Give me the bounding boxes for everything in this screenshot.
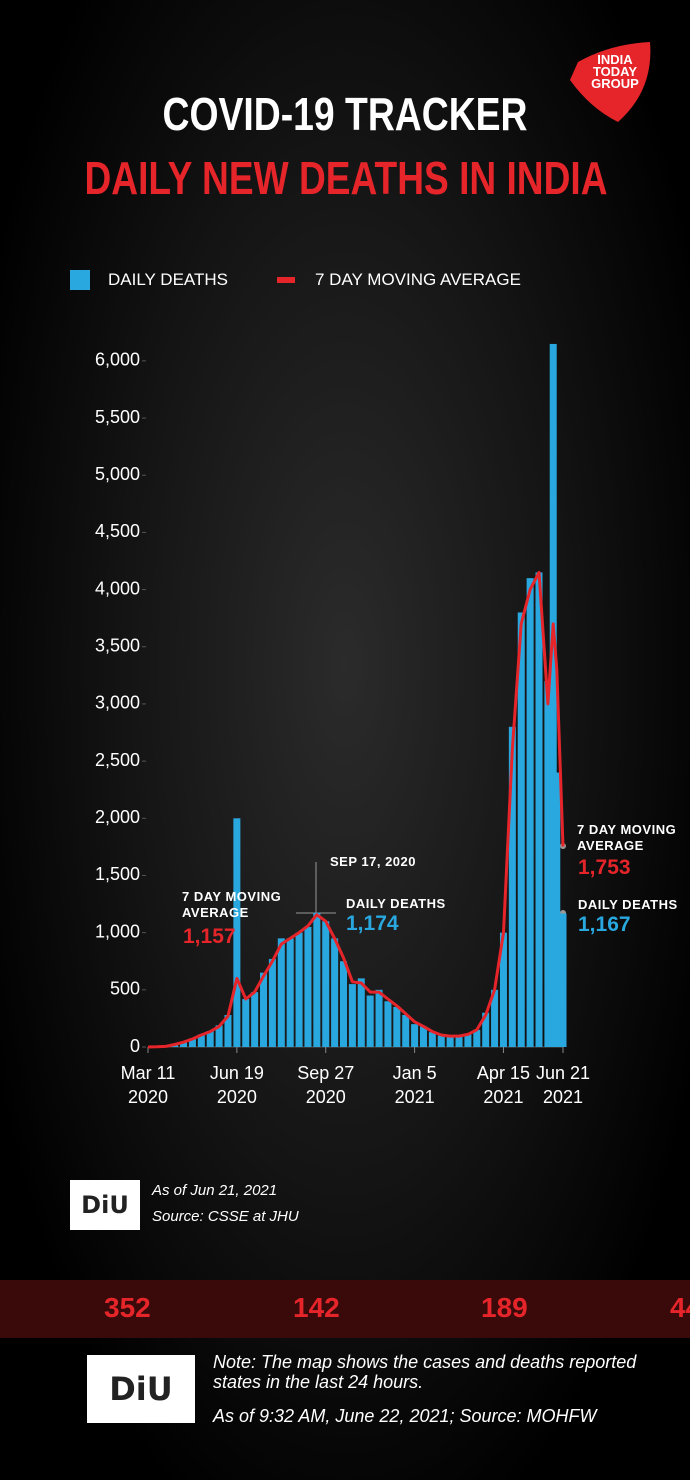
bar <box>197 1034 205 1047</box>
bar <box>526 578 534 1047</box>
note: Note: The map shows the cases and deaths… <box>213 1352 637 1392</box>
bar <box>419 1026 427 1047</box>
bar <box>535 572 543 1047</box>
bar <box>242 998 250 1047</box>
bar <box>251 992 259 1047</box>
x-tick-label: Jan 5 2021 <box>392 1063 437 1107</box>
logo-shape <box>570 42 651 122</box>
bar <box>428 1032 436 1047</box>
y-tick-label: 2,500 <box>95 750 140 770</box>
bar <box>411 1024 419 1047</box>
bar <box>473 1029 481 1047</box>
bar <box>491 989 499 1047</box>
footer-source: Source: CSSE at JHU <box>152 1208 299 1225</box>
annotation-value: 1,174 <box>346 912 399 935</box>
y-tick-label: 4,000 <box>95 578 140 598</box>
y-tick-label: 0 <box>130 1036 140 1056</box>
bar <box>437 1035 445 1047</box>
annotation: 7 DAY MOVING AVERAGE <box>182 889 282 920</box>
annotation-value: 1,753 <box>578 856 631 879</box>
bar <box>304 926 312 1047</box>
bar <box>517 612 525 1047</box>
bar <box>357 978 365 1047</box>
legend-label: DAILY DEATHS <box>108 270 228 289</box>
x-tick-label: Apr 15 2021 <box>476 1063 530 1107</box>
bar <box>206 1030 214 1047</box>
bar <box>340 961 348 1047</box>
bar <box>233 818 241 1047</box>
subtitle: DAILY NEW DEATHS IN INDIA <box>85 152 608 204</box>
strip-number: 44 <box>670 1292 690 1323</box>
y-tick-label: 1,500 <box>95 864 140 884</box>
y-tick-label: 6,000 <box>95 350 140 370</box>
legend-swatch-line <box>277 277 295 283</box>
footer-logo: DiU <box>70 1180 140 1230</box>
bottom-strip <box>0 1280 690 1338</box>
legend-swatch-bar <box>70 270 90 290</box>
logo-text: INDIA TODAY GROUP <box>591 52 639 91</box>
bar <box>375 989 383 1047</box>
bar <box>544 681 552 1047</box>
y-tick-label: 5,500 <box>95 407 140 427</box>
bar <box>455 1036 463 1047</box>
bar <box>482 1012 490 1047</box>
footer-as-of: As of Jun 21, 2021 <box>152 1182 278 1199</box>
bar <box>559 913 567 1047</box>
bar <box>393 1006 401 1047</box>
moving-average-line <box>147 570 565 1049</box>
annotation: SEP 17, 2020 <box>330 854 416 869</box>
bar <box>295 932 303 1047</box>
annotation: DAILY DEATHS <box>578 897 678 912</box>
bar <box>215 1025 223 1047</box>
bar <box>508 726 516 1047</box>
bar <box>260 972 268 1047</box>
bar <box>553 772 561 1047</box>
title: COVID-19 TRACKER <box>163 88 528 140</box>
y-tick-label: 3,500 <box>95 636 140 656</box>
annotation-value: 1,157 <box>183 925 236 948</box>
bar <box>331 938 339 1047</box>
bar <box>180 1041 188 1047</box>
bar <box>446 1036 454 1047</box>
annotation: 7 DAY MOVING AVERAGE <box>577 822 677 853</box>
strip-number: 189 <box>481 1292 528 1323</box>
legend-label: 7 DAY MOVING AVERAGE <box>315 270 521 289</box>
x-tick-label: Jun 19 2020 <box>209 1063 264 1107</box>
bar <box>322 921 330 1047</box>
bar <box>286 938 294 1047</box>
x-tick-label: Sep 27 2020 <box>297 1063 355 1107</box>
bar <box>224 1014 232 1047</box>
bar <box>313 912 321 1047</box>
strip-number: 142 <box>293 1292 340 1323</box>
bar <box>188 1038 196 1047</box>
bar <box>549 343 557 1048</box>
x-tick-label: Jun 21 2021 <box>535 1063 591 1107</box>
x-tick-label: Mar 11 2020 <box>120 1063 176 1107</box>
y-tick-label: 5,000 <box>95 464 140 484</box>
bottom-logo: DiU <box>87 1355 195 1423</box>
bar <box>402 1014 410 1047</box>
bar <box>348 984 356 1047</box>
bar <box>499 932 507 1047</box>
y-tick-label: 2,000 <box>95 807 140 827</box>
bar <box>384 1001 392 1047</box>
annotation: DAILY DEATHS <box>346 896 446 911</box>
y-tick-label: 4,500 <box>95 521 140 541</box>
y-tick-label: 3,000 <box>95 693 140 713</box>
note-source: As of 9:32 AM, June 22, 2021; Source: MO… <box>213 1406 597 1426</box>
y-tick-label: 500 <box>110 979 140 999</box>
bar <box>268 958 276 1047</box>
bar <box>464 1034 472 1047</box>
y-tick-label: 1,000 <box>95 921 140 941</box>
bar <box>277 938 285 1047</box>
annotation-value: 1,167 <box>578 913 631 936</box>
strip-number: 352 <box>104 1292 151 1323</box>
bar <box>366 995 374 1047</box>
